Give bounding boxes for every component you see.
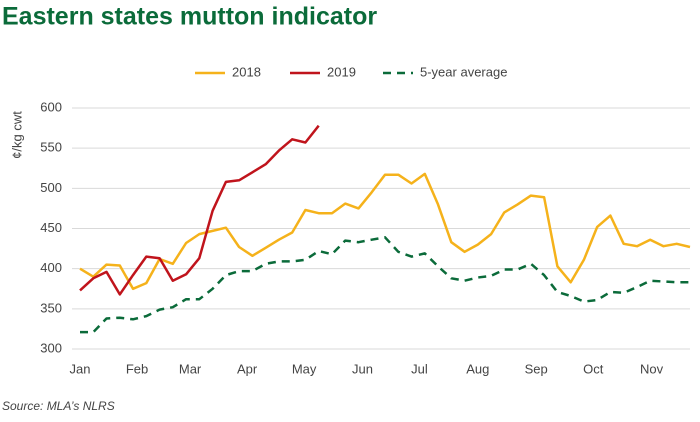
y-axis-label: ¢/kg cwt bbox=[9, 111, 24, 159]
x-tick-label: Nov bbox=[640, 361, 664, 376]
chart-title: Eastern states mutton indicator bbox=[2, 3, 377, 31]
legend-label: 5-year average bbox=[420, 64, 507, 79]
y-tick-label: 500 bbox=[40, 180, 62, 195]
series-line bbox=[80, 236, 690, 334]
series-line bbox=[79, 172, 691, 291]
x-tick-label: Oct bbox=[583, 361, 604, 376]
y-tick-label: 300 bbox=[40, 340, 62, 355]
y-tick-label: 350 bbox=[40, 300, 62, 315]
x-tick-label: Jan bbox=[70, 361, 91, 376]
series-line bbox=[79, 124, 320, 296]
y-tick-label: 600 bbox=[40, 99, 62, 114]
x-tick-label: Mar bbox=[179, 361, 202, 376]
y-tick-label: 450 bbox=[40, 220, 62, 235]
x-tick-label: Feb bbox=[126, 361, 148, 376]
x-tick-label: Jun bbox=[352, 361, 373, 376]
x-tick-label: May bbox=[292, 361, 317, 376]
x-tick-label: Sep bbox=[525, 361, 548, 376]
x-tick-label: Apr bbox=[237, 361, 258, 376]
source: Source: MLA’s NLRS bbox=[2, 399, 115, 413]
legend-label: 2018 bbox=[232, 64, 261, 79]
y-tick-label: 550 bbox=[40, 140, 62, 155]
legend-label: 2019 bbox=[327, 64, 356, 79]
x-tick-label: Aug bbox=[466, 361, 489, 376]
y-tick-label: 400 bbox=[40, 260, 62, 275]
x-tick-label: Jul bbox=[411, 361, 428, 376]
